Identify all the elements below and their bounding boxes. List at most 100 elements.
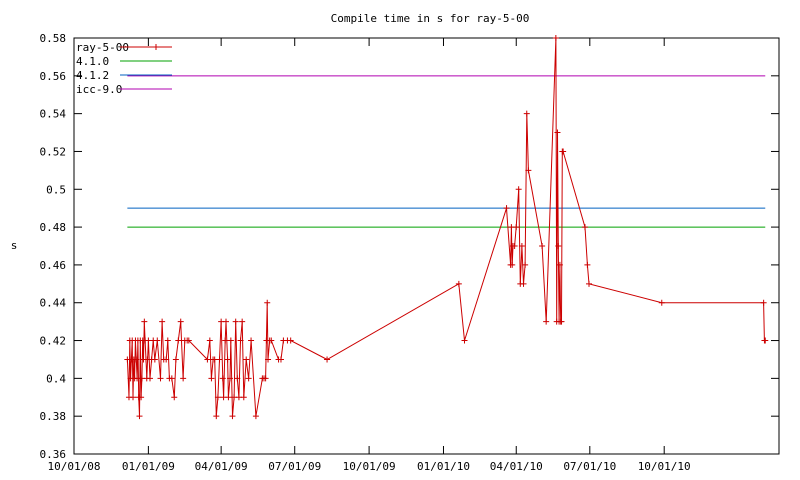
chart-title: Compile time in s for ray-5-00 [331,12,530,25]
data-point [222,337,229,344]
data-point [248,337,255,344]
y-axis-label: s [11,239,18,252]
plot-area: 0.36 0.38 0.4 0.42 0.44 0.46 0.48 0.5 0.52 0.54 0.… [40,32,780,473]
data-point [171,394,178,401]
data-point [509,261,516,268]
y-tick-label: 0.42 [40,335,67,348]
legend-label: ray-5-00 [76,41,129,54]
data-point [513,224,520,231]
data-point [560,148,567,155]
data-point [214,394,221,401]
data-point [138,394,145,401]
data-point [237,337,244,344]
data-point [461,337,468,344]
data-point [219,375,226,382]
y-tick-label: 0.4 [46,372,66,385]
data-point [168,375,175,382]
data-point [243,356,250,363]
data-point [511,243,518,249]
data-point [581,224,588,231]
x-tick-label: 07/01/10 [563,460,616,473]
y-tick-label: 0.46 [40,259,67,272]
data-point [555,243,562,249]
data-point [265,356,272,363]
data-point [762,337,769,344]
data-point [239,318,246,325]
y-tick-label: 0.36 [40,448,67,461]
data-point [216,356,223,363]
data-point [163,356,170,363]
data-point [520,280,527,287]
data-point [232,318,239,325]
x-tick-label: 01/01/09 [122,460,175,473]
data-point [213,413,220,420]
data-point [157,375,164,382]
data-point [245,375,252,382]
data-point [175,337,182,344]
data-point [252,413,259,420]
data-point [151,356,158,363]
data-point [523,110,530,117]
data-point [264,299,271,306]
x-tick-label: 07/01/09 [268,460,321,473]
x-tick-label: 04/01/10 [490,460,543,473]
data-point [586,280,593,287]
data-point [277,356,284,363]
data-point [543,318,550,325]
data-point [154,337,161,344]
data-point [539,243,546,249]
legend-label: 4.1.0 [76,55,109,68]
data-point [552,35,559,41]
legend-label: icc-9.0 [76,83,122,96]
data-point [206,337,213,344]
data-point [518,243,525,249]
data-point [503,205,510,212]
data-point [208,375,215,382]
data-point [760,299,767,306]
x-tick-label: 10/01/09 [343,460,396,473]
data-point [525,167,532,174]
y-tick-label: 0.56 [40,70,67,83]
y-tick-label: 0.44 [40,297,67,310]
data-point [522,261,529,268]
data-point [227,375,234,382]
data-point [234,375,241,382]
data-point [222,318,229,325]
data-point [240,394,247,401]
data-point [268,337,275,344]
y-tick-label: 0.52 [40,145,67,158]
data-point [658,299,665,306]
data-point [133,356,140,363]
data-point [180,375,187,382]
y-tick-label: 0.38 [40,410,67,423]
data-point [229,413,236,420]
y-tick-label: 0.5 [46,183,66,196]
data-point [204,356,211,363]
y-tick-label: 0.54 [40,108,67,121]
data-point [185,337,192,344]
x-tick-label: 10/01/10 [638,460,691,473]
data-point [177,318,184,325]
data-point [146,375,153,382]
data-point [584,261,591,268]
legend-marker [153,44,159,50]
data-point [558,318,565,325]
y-tick-label: 0.48 [40,221,67,234]
data-point [159,318,166,325]
data-point [455,280,462,287]
data-point [225,394,232,401]
x-tick-label: 10/01/08 [48,460,101,473]
data-point [141,318,148,325]
data-point [227,337,234,344]
data-point [136,413,143,420]
data-point [554,129,561,136]
data-point [515,186,522,193]
legend-label: 4.1.2 [76,69,109,82]
data-point [262,375,269,382]
data-point [172,356,179,363]
data-point [164,337,171,344]
data-point [324,356,331,363]
data-point [287,337,294,344]
